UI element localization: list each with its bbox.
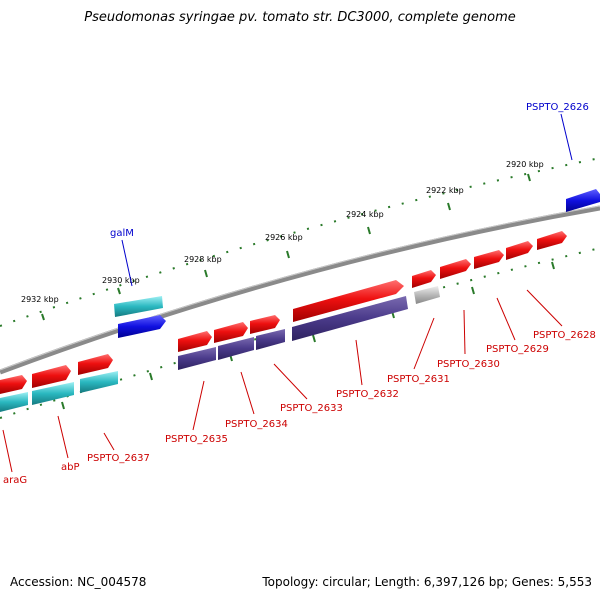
gene-label[interactable]: PSPTO_2632 — [336, 389, 399, 400]
gene-PSPTO_2634[interactable] — [214, 322, 248, 343]
forward-genes[interactable] — [0, 231, 567, 394]
gene-PSPTO_2631-red[interactable] — [412, 270, 436, 288]
major-tick — [312, 334, 316, 343]
gene-araG-cds[interactable] — [0, 392, 28, 412]
gene-label-group: araG abP PSPTO_2637 PSPTO_2635 PSPTO_263… — [3, 102, 596, 486]
accession-text: Accession: NC_004578 — [10, 575, 147, 589]
gene-label[interactable]: PSPTO_2635 — [165, 434, 228, 445]
genome-backbone — [0, 205, 600, 375]
scale-label: 2932 kbp — [21, 295, 59, 304]
gene-PSPTO_2635[interactable] — [178, 331, 212, 352]
gene-label[interactable]: araG — [3, 475, 27, 486]
gene-PSPTO_2632[interactable] — [293, 280, 404, 322]
scale-label: 2920 kbp — [506, 160, 544, 169]
major-tick — [61, 401, 65, 410]
major-tick — [149, 372, 153, 381]
major-tick — [447, 202, 451, 211]
scale-label: 2926 kbp — [265, 233, 303, 242]
gene-label[interactable]: PSPTO_2637 — [87, 453, 150, 464]
gene-label[interactable]: PSPTO_2626 — [526, 102, 589, 113]
gene-label[interactable]: PSPTO_2629 — [486, 344, 549, 355]
gene-label[interactable]: galM — [110, 228, 134, 239]
topology-text: Topology: circular; Length: 6,397,126 bp… — [262, 575, 592, 589]
gene-PSPTO_2632-cds[interactable] — [292, 296, 408, 341]
gene-galM-cds[interactable] — [114, 296, 163, 317]
major-tick — [117, 287, 121, 295]
scale-label: 2924 kbp — [346, 210, 384, 219]
gene-abP-cds[interactable] — [32, 382, 74, 405]
map-title: Pseudomonas syringae pv. tomato str. DC3… — [84, 10, 516, 25]
major-tick — [527, 173, 531, 182]
reverse-genes[interactable] — [0, 286, 440, 412]
major-tick — [471, 286, 475, 295]
gene-label[interactable]: PSPTO_2631 — [387, 374, 450, 385]
major-tick — [204, 269, 208, 278]
gene-araG[interactable] — [0, 375, 27, 394]
gene-label[interactable]: PSPTO_2633 — [280, 403, 343, 414]
gene-PSPTO_2633-cds[interactable] — [256, 329, 285, 350]
gene-label[interactable]: abP — [61, 462, 80, 473]
gene-PSPTO_2631-grey[interactable] — [414, 286, 440, 304]
scale-label: 2928 kbp — [184, 255, 222, 264]
gene-label[interactable]: PSPTO_2630 — [437, 359, 500, 370]
gene-PSPTO_2629b[interactable] — [506, 241, 533, 260]
outer-scale-ring — [0, 157, 600, 327]
outer-genes[interactable] — [114, 189, 600, 338]
gene-PSPTO_2637-cds[interactable] — [80, 371, 118, 393]
gene-abP[interactable] — [32, 365, 71, 388]
gene-PSPTO_2633[interactable] — [250, 315, 280, 334]
gene-PSPTO_2634-cds[interactable] — [218, 337, 254, 360]
gene-PSPTO_2629[interactable] — [474, 250, 504, 269]
scale-label: 2922 kbp — [426, 186, 464, 195]
backbone-highlight — [0, 205, 600, 371]
gene-PSPTO_2635-cds[interactable] — [178, 347, 216, 370]
major-tick — [367, 226, 371, 235]
major-tick — [551, 261, 555, 270]
outer-dotted-track — [0, 157, 600, 327]
leader-lines — [2, 113, 573, 473]
gene-PSPTO_2628[interactable] — [537, 231, 567, 250]
gene-label[interactable]: PSPTO_2634 — [225, 419, 288, 430]
major-tick — [41, 313, 45, 321]
scale-label: 2930 kbp — [102, 276, 140, 285]
gene-PSPTO_2630[interactable] — [440, 259, 471, 279]
gene-PSPTO_2626[interactable] — [566, 189, 600, 212]
gene-PSPTO_2637[interactable] — [78, 354, 113, 375]
major-tick — [286, 250, 290, 259]
scale-labels: 2932 kbp 2930 kbp 2928 kbp 2926 kbp 2924… — [21, 160, 544, 304]
gene-label[interactable]: PSPTO_2628 — [533, 330, 596, 341]
gene-galM[interactable] — [118, 315, 166, 338]
